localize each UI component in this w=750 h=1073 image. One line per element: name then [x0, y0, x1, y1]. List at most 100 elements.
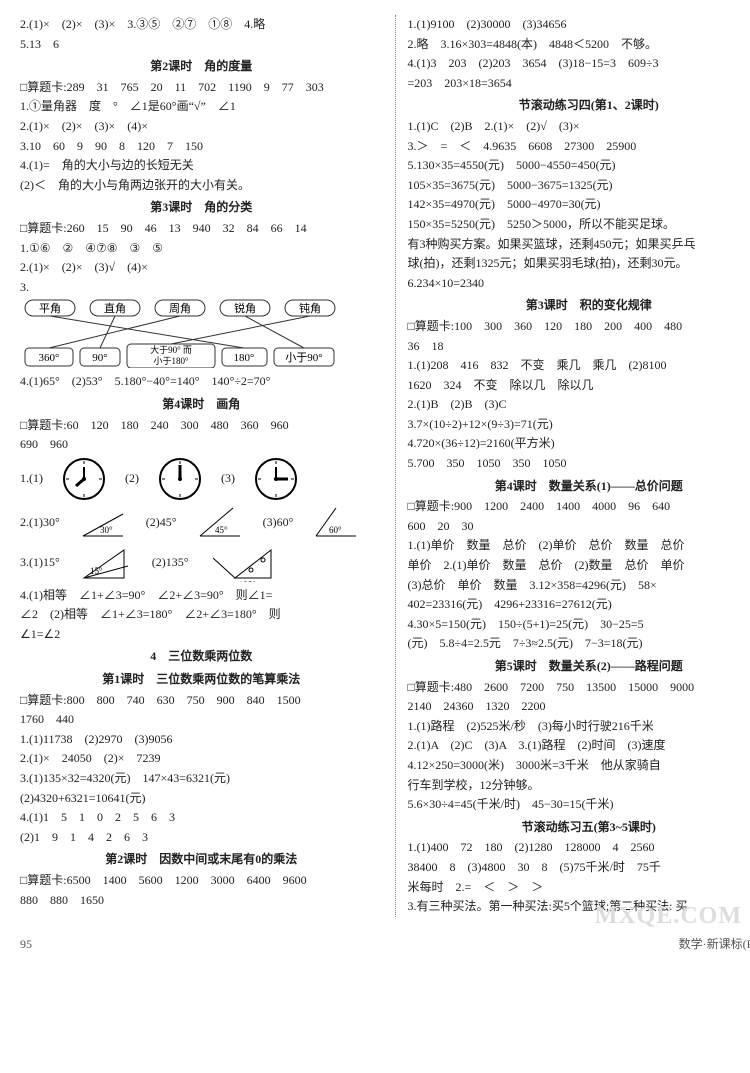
- text: 1.①⑥ ② ④⑦⑧ ③ ⑤: [20, 239, 383, 258]
- text: □算题卡:100 300 360 120 180 200 400 480: [408, 317, 750, 336]
- text: 1.(1)9100 (2)30000 (3)34656: [408, 15, 750, 34]
- section-title: 第3课时 角的分类: [20, 198, 383, 217]
- label: (3)60°: [263, 513, 294, 532]
- angle-icon: 30°: [78, 506, 128, 540]
- text: 1.(1)400 72 180 (2)1280 128000 4 2560: [408, 838, 750, 857]
- label: (2)45°: [146, 513, 177, 532]
- text: 5.130×35=4550(元) 5000−4550=450(元): [408, 156, 750, 175]
- text: (3)总价 单价 数量 3.12×358=4296(元) 58×: [408, 576, 750, 595]
- pill: 钝角: [299, 301, 321, 315]
- text: 36 18: [408, 337, 750, 356]
- svg-text:15°: 15°: [90, 566, 103, 576]
- text: 1.(1)路程 (2)525米/秒 (3)每小时行驶216千米: [408, 717, 750, 736]
- angle-icon: 45°: [195, 506, 245, 540]
- svg-text:360°: 360°: [39, 352, 60, 364]
- pill: 锐角: [234, 301, 256, 315]
- text: 2.(1)× 24050 (2)× 7239: [20, 749, 383, 768]
- text: □算题卡:289 31 765 20 11 702 1190 9 77 303: [20, 78, 383, 97]
- text: □算题卡:900 1200 2400 1400 4000 96 640: [408, 497, 750, 516]
- clock-figures: 1.(1) (2) (3): [20, 456, 383, 502]
- text: 1.(1)208 416 832 不变 乘几 乘几 (2)8100: [408, 356, 750, 375]
- section-title: 第4课时 数量关系(1)——总价问题: [408, 477, 750, 496]
- svg-text:小于180°: 小于180°: [153, 356, 189, 366]
- text: 5.6×30÷4=45(千米/时) 45−30=15(千米): [408, 795, 750, 814]
- svg-text:45°: 45°: [215, 525, 228, 535]
- clock-icon: [157, 456, 203, 502]
- text: (元) 5.8÷4=2.5元 7÷3≈2.5(元) 7−3=18(元): [408, 634, 750, 653]
- label: (2): [125, 469, 139, 488]
- text: 6.234×10=2340: [408, 274, 750, 293]
- text: (2)1 9 1 4 2 6 3: [20, 828, 383, 847]
- text: 150×35=5250(元) 5250＞5000，所以不能买足球。: [408, 215, 750, 234]
- text: □算题卡:480 2600 7200 750 13500 15000 9000: [408, 678, 750, 697]
- text: 2.(1)× (2)× (3)× 3.③⑤ ②⑦ ①⑧ 4.略: [20, 15, 383, 34]
- text: 4.30×5=150(元) 150÷(5+1)=25(元) 30−25=5: [408, 615, 750, 634]
- text: 4.720×(36÷12)=2160(平方米): [408, 434, 750, 453]
- text: 4.(1)1 5 1 0 2 5 6 3: [20, 808, 383, 827]
- text: 2140 24360 1320 2200: [408, 697, 750, 716]
- text: (2)＜ 角的大小与角两边张开的大小有关。: [20, 176, 383, 195]
- text: 4.(1)相等 ∠1+∠3=90° ∠2+∠3=90° 则∠1=: [20, 586, 383, 605]
- svg-text:小于90°: 小于90°: [285, 351, 322, 364]
- column-separator: [395, 15, 396, 917]
- text: □算题卡:60 120 180 240 300 480 360 960: [20, 416, 383, 435]
- svg-text:30°: 30°: [100, 525, 113, 535]
- label: 3.(1)15°: [20, 553, 60, 572]
- text: □算题卡:800 800 740 630 750 900 840 1500: [20, 691, 383, 710]
- text: 600 20 30: [408, 517, 750, 536]
- matching-diagram: 平角 直角 周角 锐角 钝角 360° 90° 大于90° 而 小于180° 1…: [20, 298, 383, 368]
- text: 3.10 60 9 90 8 120 7 150: [20, 137, 383, 156]
- footer-subject: 数学·新课标(RJS): [679, 935, 750, 954]
- text: 5.13 6: [20, 35, 383, 54]
- svg-text:180°: 180°: [234, 352, 255, 364]
- text: 5.700 350 1050 350 1050: [408, 454, 750, 473]
- angle-icon: 60°: [311, 506, 361, 540]
- label: (3): [221, 469, 235, 488]
- pill: 直角: [104, 301, 126, 315]
- pill: 平角: [39, 302, 61, 315]
- section-title: 节滚动练习五(第3~5课时): [408, 818, 750, 837]
- label: 1.(1): [20, 469, 43, 488]
- text: 4.(1)3 203 (2)203 3654 (3)18−15=3 609÷3: [408, 54, 750, 73]
- section-title: 第2课时 角的度量: [20, 57, 383, 76]
- label: (2)135°: [152, 553, 189, 572]
- text: 3.＞ = ＜ 4.9635 6608 27300 25900: [408, 137, 750, 156]
- text: 880 880 1650: [20, 891, 383, 910]
- text: 2.略 3.16×303=4848(本) 4848＜5200 不够。: [408, 35, 750, 54]
- text: 球(拍)，还剩1325元；如果买羽毛球(拍)，还剩30元。: [408, 254, 750, 273]
- text: 2.(1)× (2)× (3)× (4)×: [20, 117, 383, 136]
- text: 米每时 2.= ＜ ＞ ＞: [408, 878, 750, 897]
- text: 38400 8 (3)4800 30 8 (5)75千米/时 75千: [408, 858, 750, 877]
- clock-icon: [253, 456, 299, 502]
- section-title: 第4课时 画角: [20, 395, 383, 414]
- left-column: 2.(1)× (2)× (3)× 3.③⑤ ②⑦ ①⑧ 4.略 5.13 6 第…: [20, 15, 383, 917]
- text: 4.12×250=3000(米) 3000米=3千米 他从家骑自: [408, 756, 750, 775]
- text: 1620 324 不变 除以几 除以几: [408, 376, 750, 395]
- text: 402=23316(元) 4296+23316=27612(元): [408, 595, 750, 614]
- text: 4.(1)65° (2)53° 5.180°−40°=140° 140°÷2=7…: [20, 372, 383, 391]
- section-title: 第3课时 积的变化规律: [408, 296, 750, 315]
- angle-figures-2: 3.(1)15° 15° (2)135° 135°: [20, 544, 383, 582]
- section-title: 第1课时 三位数乘两位数的笔算乘法: [20, 670, 383, 689]
- text: 1.(1)C (2)B 2.(1)× (2)√ (3)×: [408, 117, 750, 136]
- text: 1.(1)单价 数量 总价 (2)单价 总价 数量 总价: [408, 536, 750, 555]
- text: ∠1=∠2: [20, 625, 383, 644]
- text: 3.7×(10÷2)+12×(9÷3)=71(元): [408, 415, 750, 434]
- text: 3.(1)135×32=4320(元) 147×43=6321(元): [20, 769, 383, 788]
- watermark: MXQE.COM: [595, 898, 742, 935]
- page-footer: 95 数学·新课标(RJS): [20, 935, 750, 954]
- section-title: 第2课时 因数中间或末尾有0的乘法: [20, 850, 383, 869]
- svg-text:大于90° 而: 大于90° 而: [150, 344, 192, 355]
- svg-text:90°: 90°: [92, 352, 107, 364]
- text: 1760 440: [20, 710, 383, 729]
- clock-icon: [61, 456, 107, 502]
- triangle-ruler-icon: 135°: [207, 544, 277, 582]
- text: 单价 2.(1)单价 数量 总价 (2)数量 总价 单价: [408, 556, 750, 575]
- section-title: 节滚动练习四(第1、2课时): [408, 96, 750, 115]
- text: 1.①量角器 度 ° ∠1是60°画“√” ∠1: [20, 97, 383, 116]
- text: 4.(1)= 角的大小与边的长短无关: [20, 156, 383, 175]
- text: 2.(1)B (2)B (3)C: [408, 395, 750, 414]
- svg-text:135°: 135°: [239, 580, 257, 582]
- text: 3.: [20, 278, 383, 297]
- section-title: 第5课时 数量关系(2)——路程问题: [408, 657, 750, 676]
